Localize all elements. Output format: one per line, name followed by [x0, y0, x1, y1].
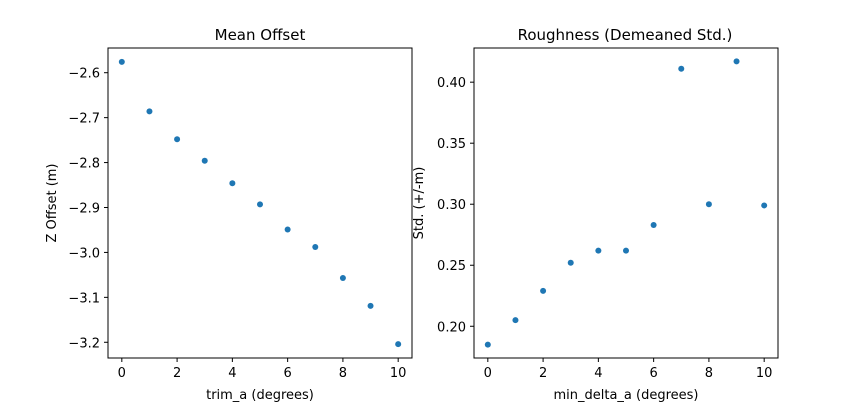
x-tick-label: 2 — [539, 366, 547, 381]
data-point — [650, 221, 657, 228]
y-tick-label: −2.8 — [68, 157, 100, 172]
data-point — [567, 259, 574, 266]
y-tick-label: −2.7 — [68, 112, 100, 127]
data-point — [339, 275, 346, 282]
y-tick-label: −2.6 — [68, 67, 100, 82]
data-point — [705, 201, 712, 208]
axes-frame — [107, 47, 413, 359]
data-point — [540, 287, 547, 294]
y-axis-label: Z Offset (m) — [45, 163, 60, 242]
data-point — [174, 136, 181, 143]
axes-frame — [473, 47, 779, 359]
chart-panel-mean-offset: Mean Offset 0 2 4 6 8 10 −2.6 −2.7 −2.8 −2.9 −3.0 −… — [45, 26, 413, 403]
data-point — [367, 302, 374, 309]
y-tick-label: −3.1 — [68, 291, 100, 306]
data-point — [733, 58, 740, 65]
data-point — [284, 226, 291, 233]
y-tick-label: 0.30 — [437, 198, 466, 213]
x-tick-label: 10 — [756, 366, 773, 381]
x-tick-label: 2 — [173, 366, 181, 381]
data-point — [201, 157, 208, 164]
x-tick-label: 4 — [594, 366, 602, 381]
x-tick-label: 4 — [228, 366, 236, 381]
x-tick-label: 10 — [390, 366, 407, 381]
y-tick-label: −3.2 — [68, 336, 100, 351]
x-tick-label: 6 — [283, 366, 291, 381]
y-tick-label: 0.35 — [437, 137, 466, 152]
x-tick-label: 8 — [339, 366, 347, 381]
x-tick-label: 0 — [484, 366, 492, 381]
data-point — [484, 341, 491, 348]
data-point — [312, 244, 319, 251]
y-tick-label: −3.0 — [68, 246, 100, 261]
data-point — [395, 341, 402, 348]
y-tick-label: 0.40 — [437, 76, 466, 91]
x-axis-label: trim_a (degrees) — [206, 388, 314, 403]
x-tick-label: 6 — [649, 366, 657, 381]
data-point — [678, 65, 685, 72]
x-tick-label: 0 — [118, 366, 126, 381]
data-point — [595, 247, 602, 254]
data-point — [118, 58, 125, 65]
data-point — [146, 108, 153, 115]
data-point — [761, 202, 768, 209]
data-point — [512, 317, 519, 324]
data-point — [229, 180, 236, 187]
chart-title: Roughness (Demeaned Std.) — [518, 26, 733, 44]
x-axis-label: min_delta_a (degrees) — [553, 388, 698, 403]
y-tick-label: 0.20 — [437, 320, 466, 335]
chart-panel-roughness: Roughness (Demeaned Std.) 0 2 4 6 8 10 0.40 0.3… — [412, 26, 779, 403]
y-tick-label: −2.9 — [68, 201, 100, 216]
data-point — [257, 201, 263, 208]
y-tick-label: 0.25 — [437, 259, 466, 274]
x-tick-label: 8 — [705, 366, 713, 381]
chart-title: Mean Offset — [215, 26, 306, 44]
data-point — [623, 247, 629, 254]
y-axis-label: Std. (+/-m) — [412, 167, 427, 240]
